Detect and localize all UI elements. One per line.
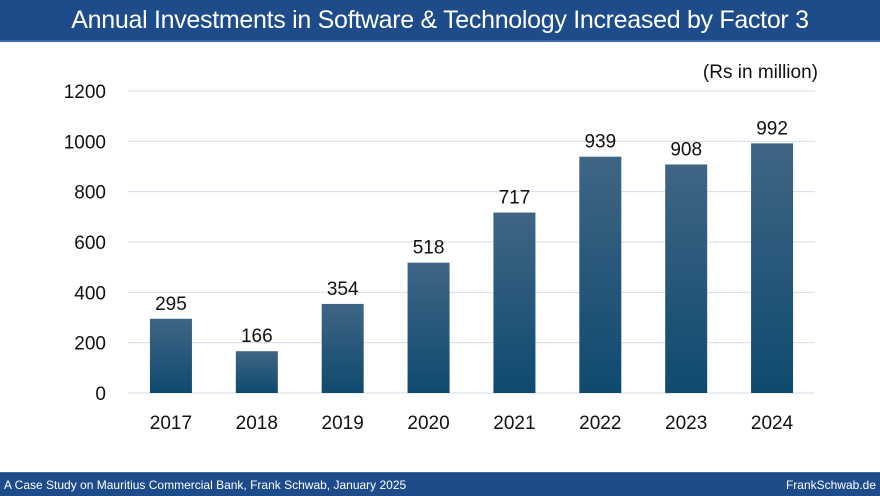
x-tick-label: 2018	[236, 413, 278, 434]
x-tick-label: 2024	[751, 413, 794, 434]
x-tick-label: 2019	[322, 413, 364, 434]
y-tick-label: 800	[74, 183, 106, 204]
footer: A Case Study on Mauritius Commercial Ban…	[0, 472, 880, 496]
data-label: 518	[413, 238, 445, 259]
y-tick-label: 1000	[64, 132, 106, 153]
bar-chart: 0 200 400 600 800 1000 1200 295 2017 166 2018 354 20…	[64, 82, 815, 434]
data-label: 992	[756, 118, 788, 139]
y-tick-label: 1200	[64, 82, 106, 103]
y-tick-label: 0	[95, 384, 106, 405]
x-tick-label: 2020	[407, 413, 449, 434]
y-tick-label: 400	[74, 283, 106, 304]
bar-2018	[235, 351, 278, 393]
footer-citation: A Case Study on Mauritius Commercial Ban…	[4, 477, 407, 492]
footer-website[interactable]: FrankSchwab.de	[785, 477, 876, 492]
chart-title: Annual Investments in Software & Technol…	[0, 0, 880, 42]
x-tick-label: 2021	[493, 413, 535, 434]
data-label: 939	[584, 132, 616, 153]
x-tick-label: 2017	[150, 413, 192, 434]
bar-2020	[407, 262, 450, 393]
bar-2022	[579, 156, 622, 393]
data-label: 295	[155, 294, 187, 315]
data-label: 354	[327, 279, 359, 300]
data-label: 166	[241, 326, 273, 347]
bar-2019	[321, 303, 364, 393]
data-label: 717	[499, 188, 531, 209]
data-label: 908	[670, 139, 702, 160]
x-tick-label: 2023	[665, 413, 707, 434]
bar-2024	[751, 143, 794, 393]
unit-label: (Rs in million)	[702, 62, 818, 83]
bar-2021	[493, 212, 536, 393]
x-tick-label: 2022	[579, 413, 621, 434]
y-tick-label: 600	[74, 233, 106, 254]
bar-2017	[149, 318, 192, 393]
bar-2023	[665, 164, 708, 393]
y-tick-label: 200	[74, 334, 106, 355]
